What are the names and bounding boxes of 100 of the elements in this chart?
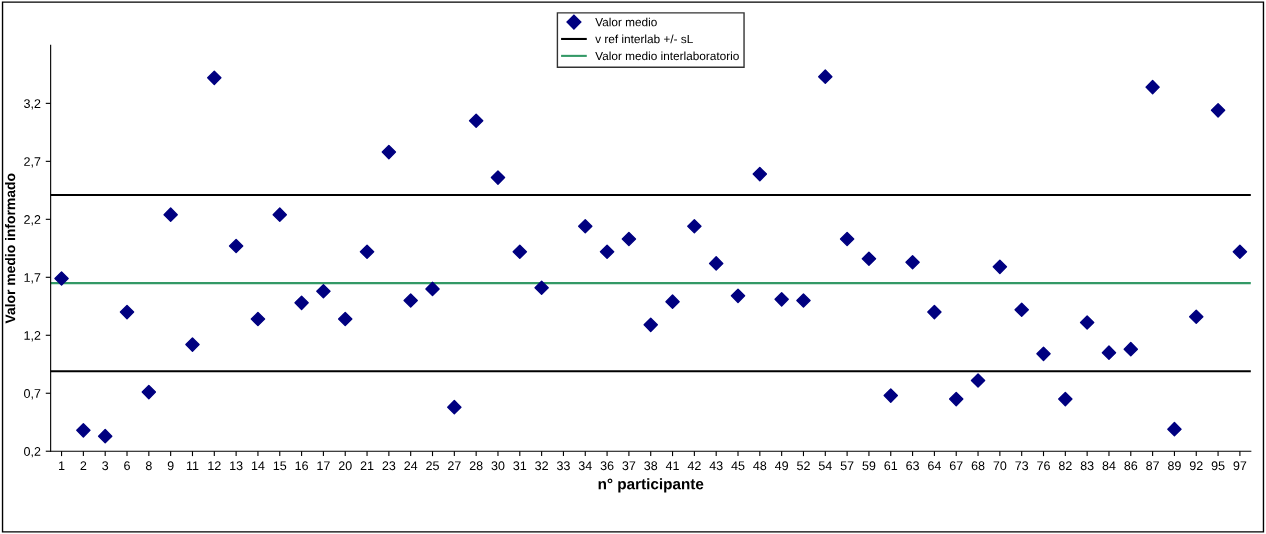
y-tick-label: 1,2 (24, 331, 41, 342)
x-tick-label: 25 (426, 461, 439, 471)
point (948, 391, 964, 407)
point (381, 144, 397, 160)
x-tick-label: 34 (578, 461, 592, 471)
x-tick-label: 43 (709, 461, 723, 471)
point (468, 113, 484, 129)
point (447, 399, 462, 415)
point (1058, 391, 1073, 407)
x-tick-label: 42 (687, 461, 701, 471)
x-tick-label: 28 (469, 461, 483, 471)
y-tick-label: 2,2 (24, 215, 41, 226)
point (512, 244, 528, 260)
x-tick-label: 30 (491, 461, 505, 471)
x-tick-label: 95 (1211, 461, 1225, 471)
y-axis-title: Valor medio informado (5, 173, 16, 324)
point (1123, 341, 1139, 357)
point (905, 254, 920, 270)
x-tick-label: 52 (797, 461, 810, 471)
point (970, 373, 986, 388)
point (534, 280, 549, 296)
x-tick-label: 15 (273, 461, 287, 471)
x-tick-label: 61 (884, 461, 898, 471)
point (730, 288, 746, 304)
point (796, 293, 811, 308)
x-tick-label: 36 (600, 461, 614, 471)
point (818, 69, 833, 84)
x-tick-label: 33 (556, 461, 570, 471)
point (337, 311, 353, 327)
point (294, 295, 309, 311)
x-tick-label: 84 (1102, 461, 1116, 471)
point (665, 294, 680, 309)
x-tick-label: 73 (1015, 461, 1029, 471)
x-tick-label: 97 (1233, 461, 1247, 471)
x-tick-label: 48 (753, 461, 767, 471)
x-tick-label: 17 (317, 461, 330, 471)
x-tick-label: 3 (102, 461, 109, 471)
x-tick-label: 6 (124, 461, 130, 471)
point (1167, 421, 1182, 437)
x-tick-label: 8 (145, 461, 152, 471)
point (185, 337, 200, 352)
point (599, 244, 615, 260)
point (403, 293, 418, 308)
point (1014, 302, 1029, 318)
legend-label: v ref interlab +/- sL (595, 34, 693, 44)
x-tick-label: 87 (1146, 461, 1159, 471)
point (992, 259, 1008, 275)
x-tick-label: 11 (186, 461, 199, 471)
point (927, 304, 942, 320)
x-tick-label: 82 (1058, 461, 1072, 471)
x-tick-label: 76 (1037, 461, 1050, 471)
point (54, 271, 69, 286)
point (883, 388, 899, 403)
point (1036, 346, 1051, 362)
x-tick-label: 89 (1168, 461, 1181, 471)
point (708, 256, 724, 271)
point (752, 166, 768, 182)
point (1079, 315, 1095, 330)
point (839, 231, 855, 247)
y-tick-label: 0,7 (24, 389, 41, 400)
point (119, 304, 135, 320)
x-tick-label: 70 (993, 461, 1007, 471)
x-tick-label: 23 (382, 461, 396, 471)
x-tick-label: 59 (862, 461, 876, 471)
y-tick-label: 2,7 (24, 157, 41, 168)
x-tick-label: 64 (928, 461, 941, 471)
x-tick-label: 24 (404, 461, 418, 471)
point (141, 384, 157, 400)
x-tick-label: 54 (818, 461, 832, 471)
x-tick-label: 1 (59, 461, 65, 471)
x-tick-label: 41 (665, 461, 679, 471)
x-tick-label: 12 (208, 461, 221, 471)
legend-label: Valor medio interlaboratorio (595, 51, 739, 61)
x-tick-label: 32 (535, 461, 548, 471)
x-tick-label: 67 (949, 461, 963, 471)
point (621, 231, 637, 247)
x-tick-label: 14 (251, 461, 265, 471)
x-tick-label: 13 (230, 461, 243, 471)
x-tick-label: 31 (513, 461, 527, 471)
x-tick-label: 2 (80, 461, 87, 471)
x-tick-label: 83 (1080, 461, 1094, 471)
x-tick-label: 21 (360, 461, 374, 471)
point (490, 170, 506, 185)
point (861, 251, 877, 267)
x-tick-label: 20 (338, 461, 352, 471)
legend-label: Valor medio (595, 17, 657, 27)
y-tick-label: 0,2 (24, 447, 41, 458)
point (1101, 345, 1117, 360)
point (316, 283, 331, 299)
x-axis-title: n° participante (598, 478, 704, 493)
x-tick-label: 37 (622, 461, 636, 471)
point (1232, 244, 1248, 260)
x-tick-label: 27 (448, 461, 461, 471)
point (577, 218, 593, 234)
x-tick-label: 63 (906, 461, 919, 471)
x-tick-label: 49 (774, 461, 789, 471)
point (163, 207, 178, 222)
point (97, 428, 113, 444)
x-tick-label: 9 (167, 461, 174, 471)
x-tick-label: 86 (1124, 461, 1138, 471)
